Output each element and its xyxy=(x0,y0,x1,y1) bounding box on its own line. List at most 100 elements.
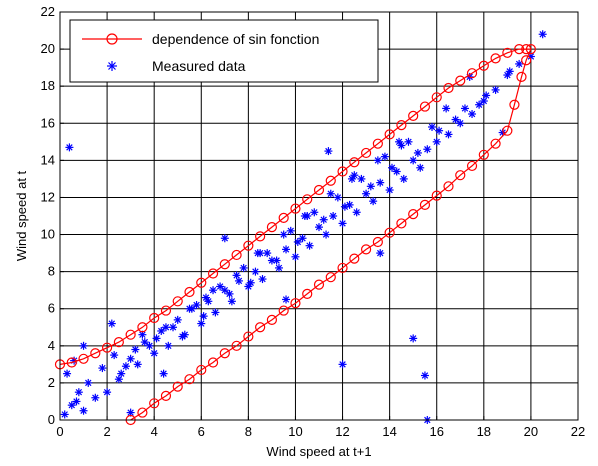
x-tick-label: 0 xyxy=(56,424,63,439)
measured-data-point xyxy=(220,234,229,243)
sin-function-marker xyxy=(419,101,431,112)
x-tick-label: 14 xyxy=(382,424,396,439)
sin-function-marker xyxy=(219,259,230,270)
sin-function-marker xyxy=(443,181,454,192)
measured-data-point xyxy=(409,156,418,165)
measured-data-point xyxy=(444,130,453,139)
sin-function-marker xyxy=(419,199,431,210)
sin-function-marker xyxy=(408,209,419,220)
sin-function-marker xyxy=(184,374,195,385)
measured-data-point xyxy=(185,304,194,313)
sin-function-marker xyxy=(478,149,489,160)
measured-data-point xyxy=(279,230,288,239)
sin-function-marker xyxy=(396,120,407,131)
sin-function-marker xyxy=(302,194,313,205)
measured-data-point xyxy=(442,104,451,113)
measured-data-point xyxy=(385,186,394,195)
measured-data-point xyxy=(84,378,93,387)
sin-function-marker xyxy=(231,340,242,351)
sin-function-marker xyxy=(302,288,313,299)
sin-function-marker xyxy=(337,166,348,177)
x-tick-label: 10 xyxy=(288,424,302,439)
sin-function-marker xyxy=(255,322,266,333)
sin-function-marker xyxy=(360,244,372,255)
sin-function-marker xyxy=(490,53,501,64)
measured-data-point xyxy=(178,332,187,341)
x-tick-label: 2 xyxy=(103,424,110,439)
measured-data-point xyxy=(366,182,375,191)
measured-data-point xyxy=(251,267,260,276)
measured-data-point xyxy=(300,212,309,220)
x-tick-label: 4 xyxy=(151,424,158,439)
measured-data-point xyxy=(282,295,291,304)
measured-data-point xyxy=(272,256,281,265)
measured-data-point xyxy=(169,323,178,332)
measured-data-point xyxy=(286,226,295,235)
y-tick-label: 20 xyxy=(41,41,55,56)
measured-data-point xyxy=(263,249,272,258)
measured-data-point xyxy=(201,293,210,302)
measured-data-point xyxy=(197,319,206,328)
sin-function-marker xyxy=(502,125,513,136)
measured-data-point xyxy=(409,334,418,343)
sin-function-marker xyxy=(514,43,525,55)
sin-function-marker xyxy=(466,160,478,172)
sin-function-marker xyxy=(384,129,395,140)
sin-function-marker xyxy=(172,296,183,307)
legend-box xyxy=(69,19,379,83)
measured-data-point xyxy=(293,237,302,246)
sin-function-marker xyxy=(207,268,219,279)
legend-star-glyph xyxy=(107,61,117,71)
sin-function-marker xyxy=(521,55,532,66)
sin-function-marker xyxy=(184,286,195,298)
measured-data-point xyxy=(227,297,236,306)
measured-data-point xyxy=(399,174,408,183)
measured-data-point xyxy=(79,406,88,415)
x-tick-label: 6 xyxy=(198,424,205,439)
y-tick-label: 4 xyxy=(48,338,55,353)
measured-data-point xyxy=(161,323,170,332)
sin-function-marker xyxy=(502,47,513,58)
y-tick-label: 12 xyxy=(41,189,55,204)
plot-frame xyxy=(59,11,579,421)
measured-data-point xyxy=(505,67,514,76)
measured-data-point xyxy=(376,178,385,187)
sin-function-marker xyxy=(137,407,148,418)
sin-function-marker xyxy=(149,312,160,324)
measured-data-point xyxy=(347,174,356,183)
measured-data-point xyxy=(291,252,300,261)
sin-function-marker xyxy=(455,170,466,181)
measured-data-point xyxy=(340,202,349,211)
sin-function-marker xyxy=(243,240,254,251)
sin-function-marker xyxy=(431,190,442,201)
measured-data-point xyxy=(98,364,107,373)
y-tick-label: 22 xyxy=(41,4,55,19)
y-tick-label: 18 xyxy=(41,78,55,93)
measured-data-point xyxy=(380,152,389,161)
sin-function-marker xyxy=(325,175,336,186)
measured-data-point xyxy=(173,315,182,324)
measured-data-point xyxy=(220,286,229,295)
sin-function-marker xyxy=(207,357,219,368)
measured-data-point xyxy=(413,148,422,157)
measured-data-point xyxy=(110,351,119,360)
measured-data-point xyxy=(392,167,401,176)
x-tick-label: 12 xyxy=(335,424,349,439)
measured-data-point xyxy=(126,354,135,363)
measured-data-point xyxy=(65,143,74,152)
y-tick-label: 0 xyxy=(48,412,55,427)
sin-function-marker xyxy=(125,329,136,340)
sin-function-marker xyxy=(266,314,278,325)
measured-data-point xyxy=(432,137,441,146)
measured-data-point xyxy=(131,345,140,354)
x-tick-label: 22 xyxy=(571,424,585,439)
measured-data-point xyxy=(456,119,465,128)
measured-data-point xyxy=(145,341,154,350)
y-tick-label: 2 xyxy=(48,375,55,390)
axis-ticks: 0 2 4 6 8 10 12 14 16 18 20 22 0 2 4 6 8 10 12 14 16 18 20 22 xyxy=(41,4,586,439)
measured-data-point xyxy=(515,59,524,68)
measured-data-point xyxy=(258,275,267,284)
sin-function-line xyxy=(59,48,532,421)
sin-function-marker xyxy=(160,305,172,316)
